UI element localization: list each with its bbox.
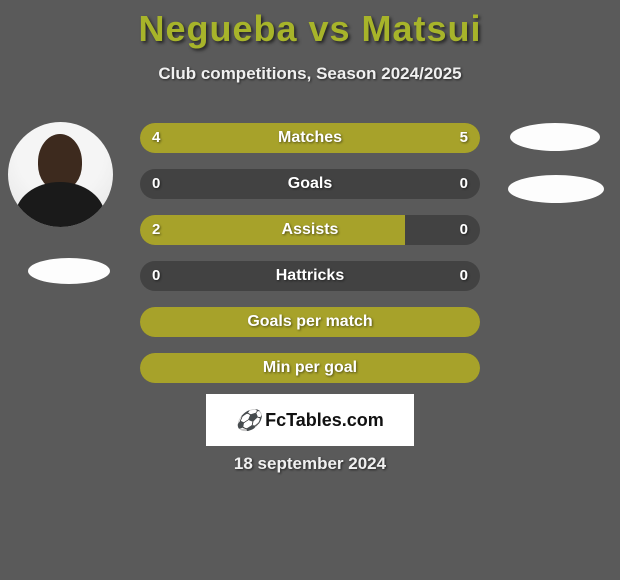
- avatar-body: [15, 182, 105, 227]
- bar-label: Goals per match: [140, 307, 480, 337]
- bar-value-left: 4: [152, 123, 160, 153]
- page-title: Negueba vs Matsui: [0, 0, 620, 50]
- bar-value-right: 0: [460, 169, 468, 199]
- date-label: 18 september 2024: [0, 454, 620, 474]
- bar-value-left: 0: [152, 169, 160, 199]
- brand-text: FcTables.com: [265, 410, 384, 431]
- stat-bars: Matches45Goals00Assists20Hattricks00Goal…: [140, 123, 480, 399]
- bar-label: Goals: [140, 169, 480, 199]
- bar-label: Min per goal: [140, 353, 480, 383]
- bar-label: Assists: [140, 215, 480, 245]
- placeholder-ellipse-right-2: [508, 175, 604, 203]
- bar-label: Hattricks: [140, 261, 480, 291]
- avatar-left: [8, 122, 113, 227]
- stat-row: Assists2 0: [140, 215, 480, 245]
- stat-row: Goals0 0: [140, 169, 480, 199]
- brand-icon: ⚽: [234, 408, 261, 433]
- bar-label: Matches: [140, 123, 480, 153]
- stat-row: Min per goal: [140, 353, 480, 383]
- bar-value-left: 0: [152, 261, 160, 291]
- bar-value-right: 0: [460, 261, 468, 291]
- comparison-card: Negueba vs Matsui Club competitions, Sea…: [0, 0, 620, 580]
- page-subtitle: Club competitions, Season 2024/2025: [0, 64, 620, 84]
- bar-value-left: 2: [152, 215, 160, 245]
- brand-box: ⚽ FcTables.com: [206, 394, 414, 446]
- stat-row: Matches4 5: [140, 123, 480, 153]
- stat-row: Goals per match: [140, 307, 480, 337]
- placeholder-ellipse-left: [28, 258, 110, 284]
- placeholder-ellipse-right-1: [510, 123, 600, 151]
- bar-value-right: 0: [460, 215, 468, 245]
- bar-value-right: 5: [460, 123, 468, 153]
- stat-row: Hattricks0 0: [140, 261, 480, 291]
